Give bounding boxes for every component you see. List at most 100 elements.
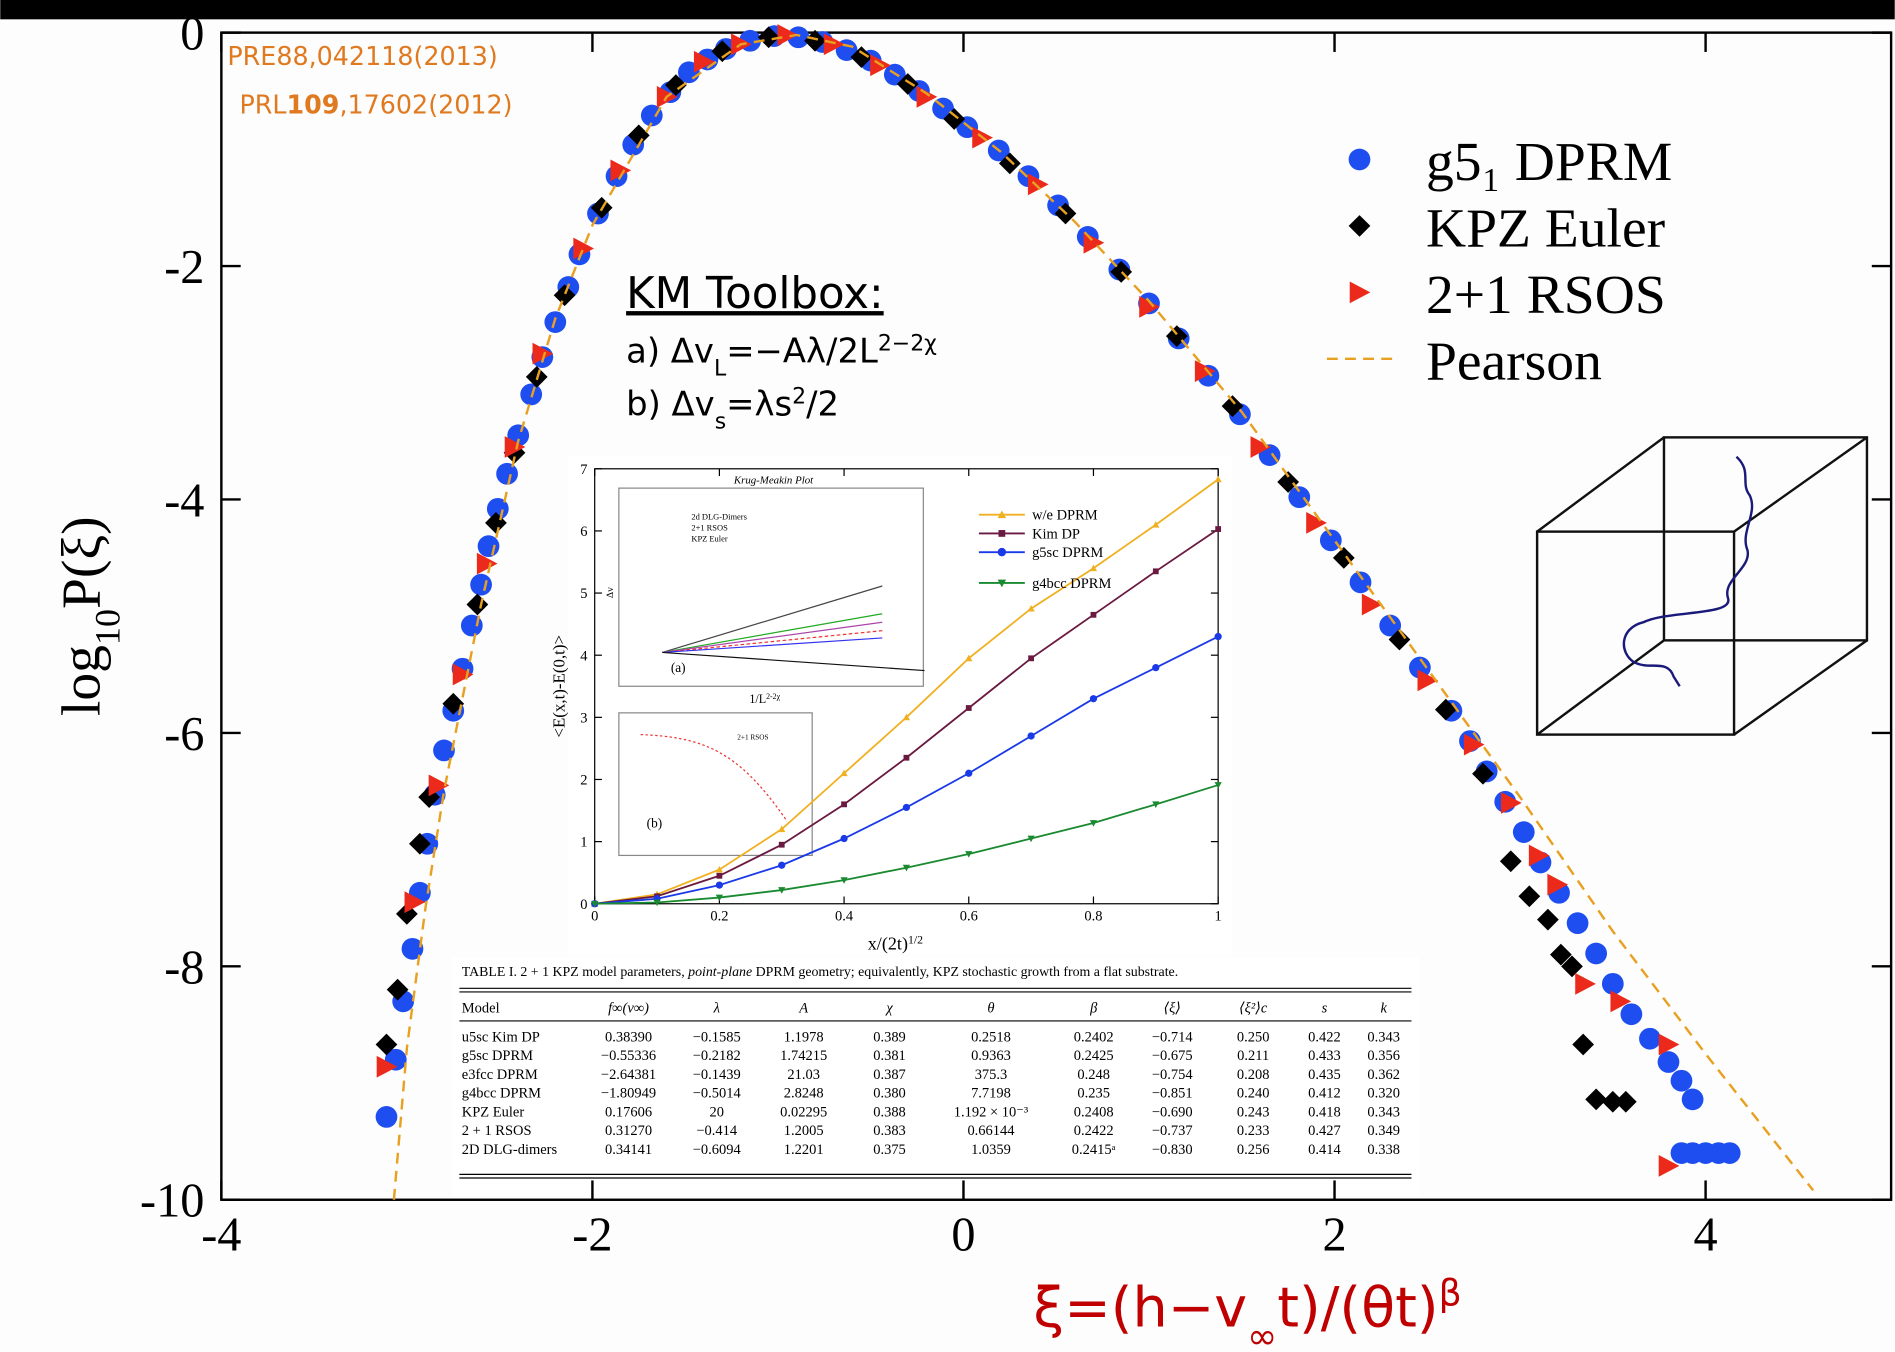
inset-background bbox=[568, 456, 1233, 955]
table-cell: 0.356 bbox=[1367, 1048, 1400, 1064]
data-point bbox=[1547, 873, 1569, 896]
data-point bbox=[711, 40, 734, 63]
legend-label: g5₁ DPRM bbox=[1426, 131, 1672, 193]
data-point bbox=[1718, 1142, 1741, 1164]
y-axis-label: <E(x,t)-E(0,t)> bbox=[549, 635, 568, 738]
table-cell: −0.851 bbox=[1152, 1086, 1193, 1102]
table-cell: −0.737 bbox=[1152, 1123, 1193, 1139]
subpanel-a-line bbox=[662, 637, 883, 654]
x-tick-label: -2 bbox=[572, 1209, 612, 1262]
table-cell: −0.1585 bbox=[693, 1029, 741, 1045]
reference: PRE88,042118(2013) bbox=[227, 41, 497, 71]
y-tick-label: -8 bbox=[164, 941, 204, 994]
data-point bbox=[401, 937, 424, 960]
x-tick-label: 0 bbox=[951, 1209, 975, 1262]
table-cell: 1.74215 bbox=[780, 1048, 827, 1064]
data-point bbox=[496, 462, 518, 485]
table-cell: −0.1439 bbox=[693, 1067, 741, 1083]
table-cell: 1.192 × 10⁻³ bbox=[954, 1104, 1029, 1120]
data-point bbox=[1214, 782, 1222, 789]
data-point bbox=[902, 864, 911, 872]
data-point bbox=[1472, 762, 1494, 785]
table-cell: 0.362 bbox=[1367, 1067, 1400, 1083]
table-cell: 0.427 bbox=[1308, 1123, 1341, 1139]
data-point bbox=[1027, 604, 1035, 612]
toolbox-line-part: =λs bbox=[726, 385, 792, 424]
reference-part: 109 bbox=[287, 90, 340, 120]
data-point bbox=[715, 865, 724, 873]
data-point bbox=[823, 33, 845, 56]
table-cell: 0.38390 bbox=[605, 1029, 652, 1045]
data-point bbox=[1681, 1088, 1704, 1111]
parameter-table: TABLE I. 2 + 1 KPZ model parameters, poi… bbox=[459, 965, 1412, 1179]
polymer-path bbox=[1622, 455, 1754, 687]
data-point bbox=[1528, 844, 1550, 867]
table-cell: 0.02295 bbox=[780, 1104, 827, 1120]
legend-label: g5sc DPRM bbox=[1032, 545, 1103, 561]
data-point bbox=[850, 46, 873, 69]
data-point bbox=[409, 832, 431, 855]
table-cell: 0.250 bbox=[1237, 1029, 1270, 1045]
x-axis-label-part: ∞ bbox=[1247, 1314, 1277, 1352]
table-header: k bbox=[1380, 1000, 1387, 1016]
y-tick-label: 3 bbox=[580, 710, 587, 726]
data-point bbox=[1670, 1069, 1693, 1092]
data-point bbox=[1601, 972, 1624, 995]
table-background bbox=[452, 956, 1419, 1197]
legend-label: 2+1 RSOS bbox=[1426, 264, 1666, 326]
table-header: θ bbox=[987, 1000, 994, 1016]
table-caption-part: DPRM geometry; equivalently, KPZ stochas… bbox=[752, 965, 1178, 980]
table-cell: 0.320 bbox=[1367, 1086, 1400, 1102]
x-tick-label: 0.4 bbox=[835, 909, 854, 925]
table-cell: g4bcc DPRM bbox=[462, 1086, 541, 1102]
data-point bbox=[1319, 529, 1342, 552]
data-point bbox=[442, 692, 465, 715]
legend-label: g4bcc DPRM bbox=[1032, 576, 1111, 592]
table-cell: 0.343 bbox=[1367, 1029, 1400, 1045]
subpanel-xlabel: 1/L2-2χ bbox=[749, 692, 780, 706]
toolbox-line: b) Δvs=λs2/2 bbox=[626, 384, 839, 434]
table-cell: 0.34141 bbox=[605, 1142, 652, 1158]
y-axis-label-part: P(ξ) bbox=[50, 516, 112, 609]
table-header: ⟨ξ²⟩c bbox=[1239, 1000, 1268, 1016]
data-point bbox=[1585, 942, 1608, 965]
x-axis-label-part: t)/(θt) bbox=[1277, 1276, 1438, 1341]
data-point bbox=[693, 50, 715, 73]
reference-part: PRL bbox=[239, 90, 286, 120]
legend-marker bbox=[997, 547, 1007, 557]
x-tick-label: -4 bbox=[201, 1209, 241, 1262]
data-point bbox=[433, 739, 455, 762]
y-tick-label: -2 bbox=[164, 241, 204, 294]
x-tick-label: 0.2 bbox=[710, 909, 728, 925]
data-point bbox=[1434, 698, 1457, 721]
subpanel-legend: 2+1 RSOS bbox=[737, 733, 768, 741]
data-point bbox=[1089, 695, 1098, 703]
data-point bbox=[1194, 360, 1216, 382]
data-point bbox=[1572, 1033, 1595, 1056]
table-cell: 0.383 bbox=[873, 1123, 906, 1139]
reference: PRL109,17602(2012) bbox=[239, 90, 512, 120]
data-point bbox=[404, 891, 426, 914]
subpanels bbox=[618, 487, 925, 857]
data-point bbox=[640, 104, 663, 127]
data-point bbox=[787, 26, 810, 49]
data-point bbox=[470, 573, 492, 596]
data-point bbox=[902, 803, 911, 812]
table-cell: 0.343 bbox=[1367, 1104, 1400, 1120]
data-point bbox=[998, 152, 1021, 175]
table-cell: 0.414 bbox=[1308, 1142, 1341, 1158]
data-point bbox=[804, 29, 826, 52]
y-axis-label: log10P(ξ) bbox=[50, 516, 127, 716]
x-tick-label: 2 bbox=[1322, 1209, 1346, 1262]
table-cell: 0.31270 bbox=[605, 1123, 652, 1139]
table-cell: 0.17606 bbox=[605, 1104, 652, 1120]
table-cell: 2.8248 bbox=[784, 1086, 824, 1102]
subpanel-legend: KPZ Euler bbox=[691, 533, 728, 543]
toolbox-line-part: b) Δv bbox=[626, 385, 715, 424]
table-cell: e3fcc DPRM bbox=[462, 1067, 538, 1083]
table-cell: 0.2422 bbox=[1074, 1123, 1114, 1139]
subpanel-xlabel-part: 1/L bbox=[749, 692, 766, 706]
table-cell: 20 bbox=[709, 1104, 723, 1120]
table-cell: −0.55336 bbox=[601, 1048, 656, 1064]
